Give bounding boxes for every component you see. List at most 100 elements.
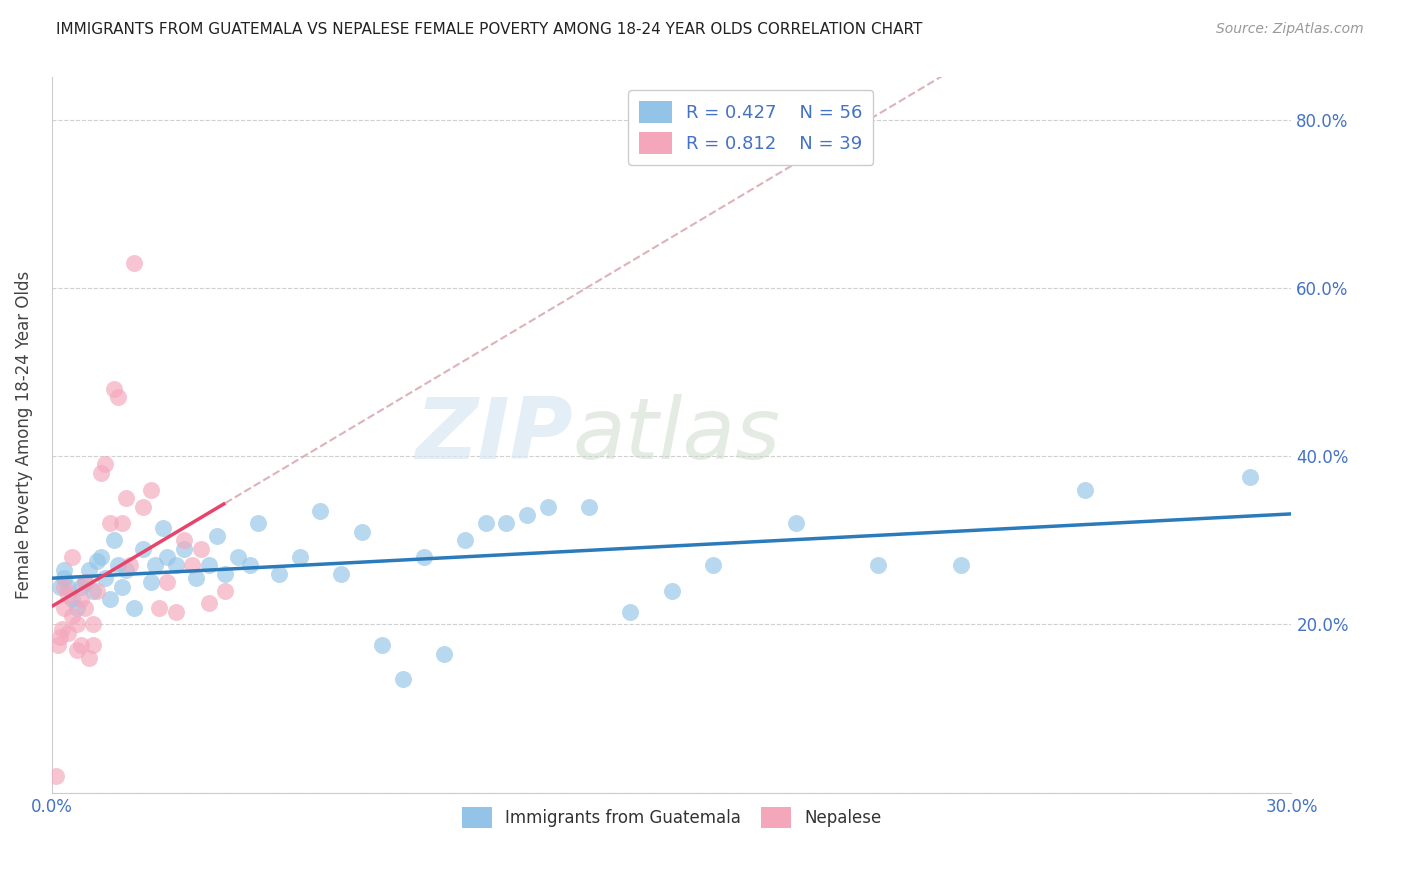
Point (392, 672, 415, 686)
Point (82, 639, 104, 653)
Point (288, 550, 311, 565)
Point (131, 500, 153, 514)
Point (58, 588, 80, 602)
Point (186, 571, 208, 585)
Point (103, 382, 125, 396)
Point (58, 580, 80, 594)
Point (77, 563, 100, 577)
Point (152, 520, 174, 534)
Point (190, 541, 212, 556)
Point (82, 617, 104, 632)
Text: ZIP: ZIP (415, 393, 572, 476)
Point (120, 558, 142, 573)
Point (330, 566, 353, 581)
Point (156, 575, 179, 590)
Point (49, 580, 72, 594)
Point (124, 600, 146, 615)
Point (474, 516, 496, 531)
Point (350, 524, 373, 539)
Point (868, 558, 890, 573)
Point (115, 491, 138, 505)
Point (103, 533, 125, 548)
Point (86, 583, 108, 598)
Point (1074, 483, 1097, 497)
Point (65, 600, 87, 615)
Point (267, 566, 290, 581)
Point (371, 639, 394, 653)
Text: atlas: atlas (572, 393, 780, 476)
Point (181, 558, 204, 573)
Point (73, 575, 96, 590)
Point (131, 541, 153, 556)
Point (111, 516, 134, 531)
Point (165, 558, 187, 573)
Point (661, 583, 683, 598)
Point (62, 550, 84, 565)
Point (69, 592, 91, 607)
Point (51, 622, 73, 636)
Point (65, 617, 87, 632)
Point (90, 550, 112, 565)
Point (578, 500, 600, 514)
Point (65, 642, 87, 657)
Point (173, 541, 195, 556)
Point (53, 600, 76, 615)
Point (94, 571, 117, 585)
Point (53, 571, 76, 585)
Point (139, 483, 162, 497)
Point (619, 605, 641, 619)
Point (139, 575, 162, 590)
Point (197, 558, 219, 573)
Point (214, 566, 236, 581)
Point (111, 580, 134, 594)
Point (45, 769, 67, 783)
Point (247, 516, 270, 531)
Y-axis label: Female Poverty Among 18-24 Year Olds: Female Poverty Among 18-24 Year Olds (15, 271, 32, 599)
Legend: Immigrants from Guatemala, Nepalese: Immigrants from Guatemala, Nepalese (456, 801, 889, 834)
Point (69, 580, 91, 594)
Point (949, 558, 972, 573)
Point (73, 575, 96, 590)
Point (173, 533, 195, 548)
Point (98, 592, 121, 607)
Point (77, 651, 100, 665)
Point (86, 554, 108, 568)
Point (433, 647, 456, 661)
Point (62, 592, 84, 607)
Point (107, 390, 129, 404)
Text: Source: ZipAtlas.com: Source: ZipAtlas.com (1216, 22, 1364, 37)
Point (205, 529, 228, 543)
Point (309, 504, 332, 518)
Point (1239, 470, 1261, 484)
Point (82, 583, 104, 598)
Point (214, 583, 236, 598)
Point (62, 609, 84, 624)
Point (69, 639, 91, 653)
Point (536, 500, 558, 514)
Point (412, 550, 434, 565)
Point (143, 558, 166, 573)
Point (785, 516, 807, 531)
Point (702, 558, 724, 573)
Point (454, 533, 477, 548)
Point (124, 255, 146, 269)
Point (148, 600, 170, 615)
Point (226, 550, 249, 565)
Point (115, 563, 138, 577)
Point (98, 516, 121, 531)
Point (73, 600, 96, 615)
Point (49, 630, 72, 644)
Point (53, 580, 76, 594)
Point (90, 466, 112, 480)
Point (107, 558, 129, 573)
Point (46, 639, 69, 653)
Point (53, 563, 76, 577)
Point (239, 558, 262, 573)
Text: IMMIGRANTS FROM GUATEMALA VS NEPALESE FEMALE POVERTY AMONG 18-24 YEAR OLDS CORRE: IMMIGRANTS FROM GUATEMALA VS NEPALESE FE… (56, 22, 922, 37)
Point (495, 516, 517, 531)
Point (516, 508, 538, 522)
Point (94, 458, 117, 472)
Point (58, 625, 80, 640)
Point (156, 550, 179, 565)
Point (197, 596, 219, 610)
